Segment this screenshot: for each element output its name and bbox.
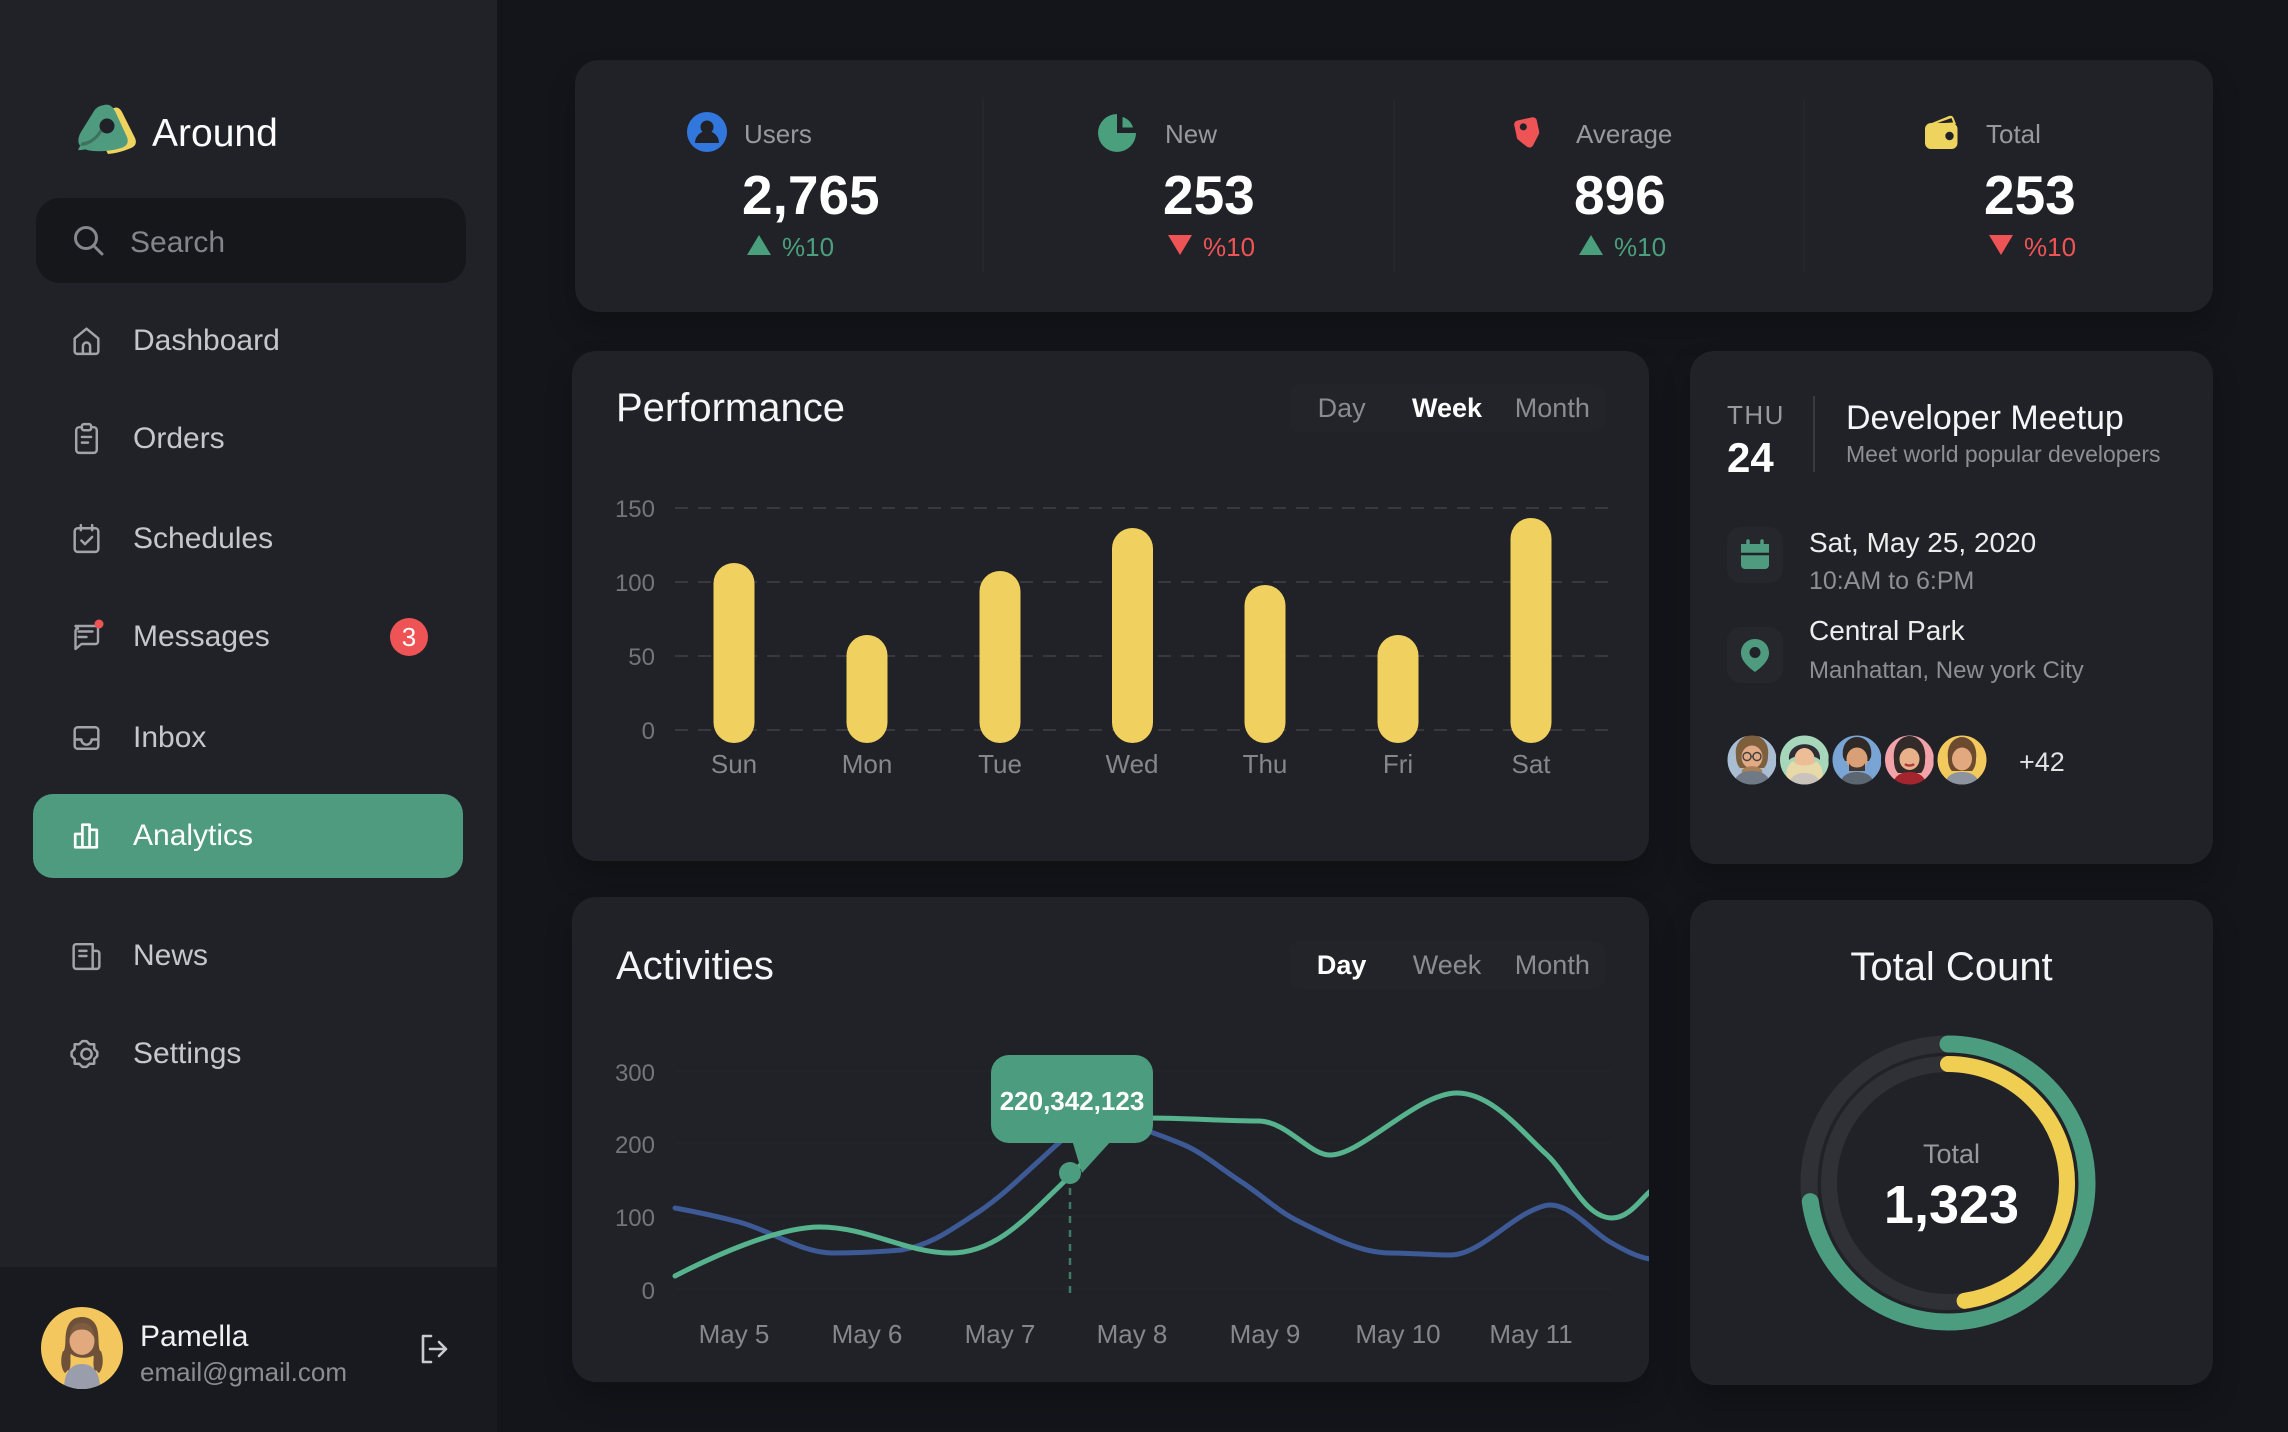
svg-text:Wed: Wed bbox=[1106, 749, 1159, 779]
svg-text:May 10: May 10 bbox=[1355, 1319, 1440, 1349]
svg-text:Sun: Sun bbox=[711, 749, 757, 779]
svg-text:May 5: May 5 bbox=[699, 1319, 770, 1349]
svg-text:May 9: May 9 bbox=[1230, 1319, 1301, 1349]
svg-text:150: 150 bbox=[615, 496, 655, 523]
svg-text:Sat: Sat bbox=[1511, 749, 1551, 779]
svg-text:May 6: May 6 bbox=[832, 1319, 903, 1349]
svg-text:May 11: May 11 bbox=[1489, 1319, 1572, 1349]
svg-text:May 7: May 7 bbox=[965, 1319, 1036, 1349]
svg-text:Thu: Thu bbox=[1243, 749, 1288, 779]
svg-text:Mon: Mon bbox=[842, 749, 893, 779]
svg-text:Fri: Fri bbox=[1383, 749, 1413, 779]
svg-text:0: 0 bbox=[642, 1278, 655, 1305]
svg-text:100: 100 bbox=[615, 570, 655, 597]
svg-text:50: 50 bbox=[628, 644, 655, 671]
svg-text:Tue: Tue bbox=[978, 749, 1022, 779]
svg-text:300: 300 bbox=[615, 1060, 655, 1087]
svg-text:100: 100 bbox=[615, 1205, 655, 1232]
svg-text:220,342,123: 220,342,123 bbox=[1000, 1086, 1145, 1116]
svg-text:200: 200 bbox=[615, 1132, 655, 1159]
svg-text:0: 0 bbox=[642, 718, 655, 745]
svg-text:May 8: May 8 bbox=[1097, 1319, 1168, 1349]
